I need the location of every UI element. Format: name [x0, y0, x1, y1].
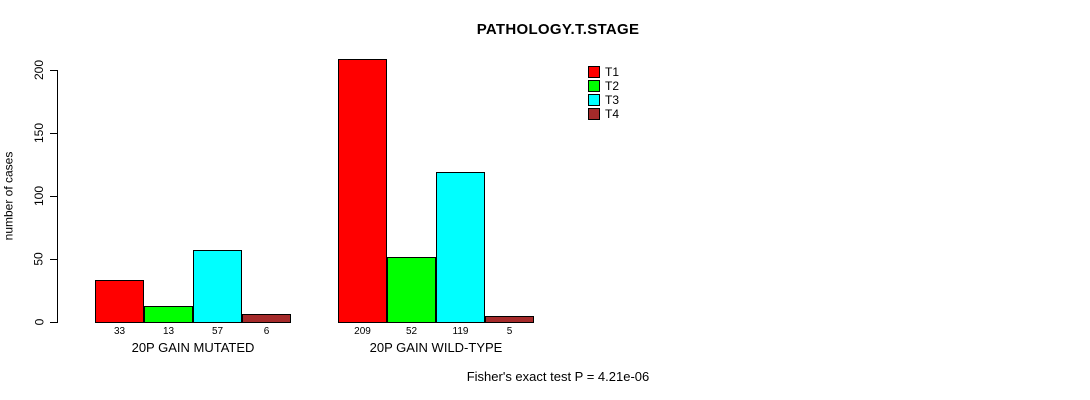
legend-swatch-T2 [588, 80, 600, 92]
bar-value-label: 119 [452, 326, 469, 337]
y-tick-label-text: 100 [32, 186, 46, 207]
bar-value-label: 33 [113, 326, 126, 337]
bar-value-label: 57 [211, 326, 224, 337]
bar-T2-group1 [144, 305, 193, 323]
legend-label-T1: T1 [605, 65, 620, 79]
legend-swatch-T4 [588, 108, 600, 120]
bar-value-label: 52 [405, 326, 418, 337]
y-tick [50, 69, 57, 71]
chart-title: PATHOLOGY.T.STAGE [476, 21, 640, 38]
bar-T4-group1 [242, 314, 291, 323]
y-tick [50, 258, 57, 260]
y-tick [50, 195, 57, 197]
legend-label-T2: T2 [605, 79, 620, 93]
y-tick-label-text: 150 [32, 123, 46, 144]
legend-swatch-T3 [588, 94, 600, 106]
group-label: 20P GAIN MUTATED [131, 340, 255, 355]
bar-value-label: 13 [162, 326, 175, 337]
bar-value-label: 6 [263, 326, 270, 337]
annotation-text: Fisher's exact test P = 4.21e-06 [466, 369, 650, 384]
group-label: 20P GAIN WILD-TYPE [369, 340, 503, 355]
bar-value-label: 5 [506, 326, 513, 337]
y-axis-line [57, 70, 58, 323]
bar-value-label: 209 [354, 326, 371, 337]
bar-T3-group2 [436, 172, 485, 323]
bar-T3-group1 [193, 250, 242, 323]
bar-T1-group2 [338, 59, 387, 323]
y-tick [50, 132, 57, 134]
legend-swatch-T1 [588, 66, 600, 78]
bar-T4-group2 [485, 315, 534, 323]
legend-label-T4: T4 [605, 107, 620, 121]
legend-label-T3: T3 [605, 93, 620, 107]
y-tick-label-text: 50 [32, 252, 47, 266]
y-tick [50, 321, 57, 323]
y-tick-label-text: 200 [32, 60, 46, 81]
bar-T1-group1 [95, 280, 144, 323]
y-tick-label-text: 0 [32, 318, 46, 326]
bar-T2-group2 [387, 256, 436, 323]
